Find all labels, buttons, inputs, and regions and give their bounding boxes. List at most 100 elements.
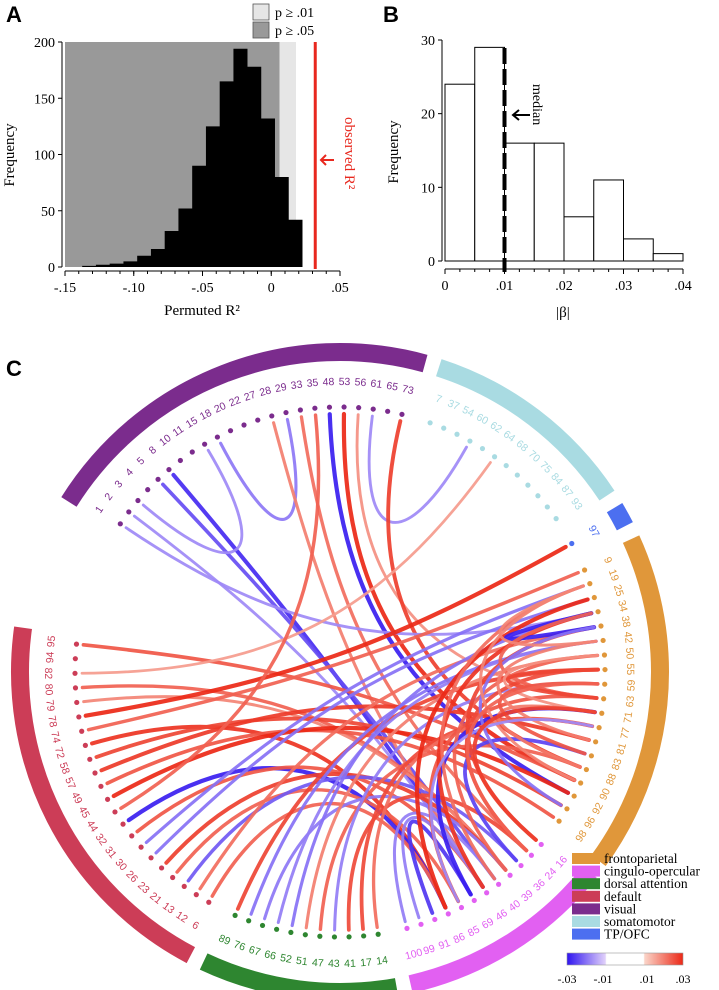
x-tick-label-b: 0 [442, 279, 449, 294]
node-label: 76 [232, 938, 247, 953]
node-label: 62 [488, 419, 504, 435]
legend-label-c: somatomotor [604, 914, 676, 929]
legend-swatch-c [572, 890, 600, 902]
node-label: 47 [312, 957, 325, 970]
node-label: 26 [123, 868, 140, 885]
y-tick-label-a: 0 [48, 261, 55, 276]
node-label: 20 [212, 400, 228, 416]
legend-label-a-0: p ≥ .01 [275, 6, 314, 21]
bar-a-2 [109, 263, 124, 267]
node-label: 57 [62, 776, 78, 792]
node-label: 75 [537, 459, 554, 476]
node-label: 70 [526, 448, 543, 465]
node-dot [601, 696, 607, 702]
chord-edge [327, 412, 571, 795]
legend-swatch-c [572, 865, 600, 877]
chord-edge [452, 653, 600, 872]
chord-edge [144, 584, 585, 845]
chord-edge [86, 570, 580, 732]
panel-label-b: B [383, 2, 399, 27]
x-tick-label-b: .03 [615, 279, 633, 294]
node-label: 92 [590, 801, 606, 817]
node-dot [74, 699, 80, 706]
node-dot [170, 874, 176, 881]
y-tick-label-a: 150 [34, 92, 55, 107]
node-label: 73 [401, 383, 415, 397]
node-dot [269, 413, 275, 419]
node-dot [507, 872, 513, 878]
bar-b-3 [533, 142, 565, 262]
node-dot [232, 912, 238, 918]
node-label: 42 [621, 631, 634, 644]
legend-swatch-c [572, 916, 600, 927]
x-tick-label-a: .05 [331, 281, 349, 296]
node-label: 94 [44, 651, 57, 663]
chord-edge [472, 706, 597, 842]
node-dot [544, 504, 550, 510]
node-label: 49 [69, 790, 85, 806]
node-label: 100 [404, 946, 424, 962]
node-label: 29 [274, 381, 288, 395]
node-label: 10 [157, 432, 174, 449]
chord-edge [401, 816, 485, 920]
node-label: 51 [295, 955, 308, 968]
node-dot [370, 406, 376, 412]
node-label: 58 [57, 761, 72, 776]
legend-label-c: frontoparietal [604, 851, 678, 866]
node-label: 40 [506, 898, 523, 915]
colorbar-tick-label: -.01 [594, 972, 613, 986]
node-dot [214, 434, 220, 440]
node-label: 18 [198, 407, 214, 423]
node-label: 69 [480, 916, 496, 932]
node-label: 89 [217, 932, 233, 948]
node-label: 46 [493, 907, 510, 924]
node-label: 84 [548, 471, 565, 488]
network-arc-visual [61, 343, 428, 507]
colorbar-tick-label: .03 [676, 972, 691, 986]
node-label: 3 [112, 478, 125, 490]
chord-edge [496, 639, 598, 742]
node-label: 24 [543, 865, 560, 882]
node-dot [274, 926, 280, 932]
node-dot [87, 756, 93, 762]
node-label: 86 [452, 931, 468, 947]
node-dot [331, 934, 338, 940]
bar-a-3 [123, 261, 138, 267]
observed-arrow [319, 154, 334, 166]
node-dot [385, 408, 391, 414]
legend-label-a-1: p ≥ .05 [275, 24, 314, 39]
legend-label-c: default [604, 889, 642, 904]
node-label: 43 [328, 958, 340, 970]
chord-edge [346, 793, 529, 932]
y-axis-title-b: Frequency [386, 120, 402, 184]
chord-edge [463, 737, 587, 863]
node-label: 88 [604, 772, 620, 787]
node-dot [302, 932, 308, 938]
node-label: 59 [625, 679, 638, 691]
chord-edge [498, 584, 598, 647]
y-tick-label-a: 100 [34, 149, 55, 164]
chord-edge [367, 414, 468, 524]
node-label: 61 [370, 378, 383, 391]
node-dot [326, 404, 333, 410]
legend-swatch-c [572, 878, 600, 890]
bar-a-0 [82, 265, 97, 267]
legend-label-c: cingulo-opercular [604, 864, 700, 879]
x-tick-label-a: -.15 [54, 281, 76, 296]
colorbar-tick-label: -.03 [558, 972, 577, 986]
node-dot [259, 922, 266, 929]
legend-swatch-c [572, 928, 600, 940]
node-label: 22 [227, 394, 242, 409]
chord-edge [80, 461, 492, 675]
node-dot [206, 899, 212, 905]
node-dot [246, 918, 252, 924]
node-label: 66 [263, 948, 277, 962]
node-label: 74 [48, 730, 62, 744]
observed-label: observed R² [341, 117, 357, 190]
legend-label-c: dorsal attention [604, 876, 688, 891]
x-tick-label-b: .02 [555, 279, 573, 294]
y-tick-label-a: 50 [41, 205, 55, 220]
chord-edge [503, 654, 599, 714]
node-dot [556, 818, 562, 824]
node-dot [538, 841, 544, 848]
